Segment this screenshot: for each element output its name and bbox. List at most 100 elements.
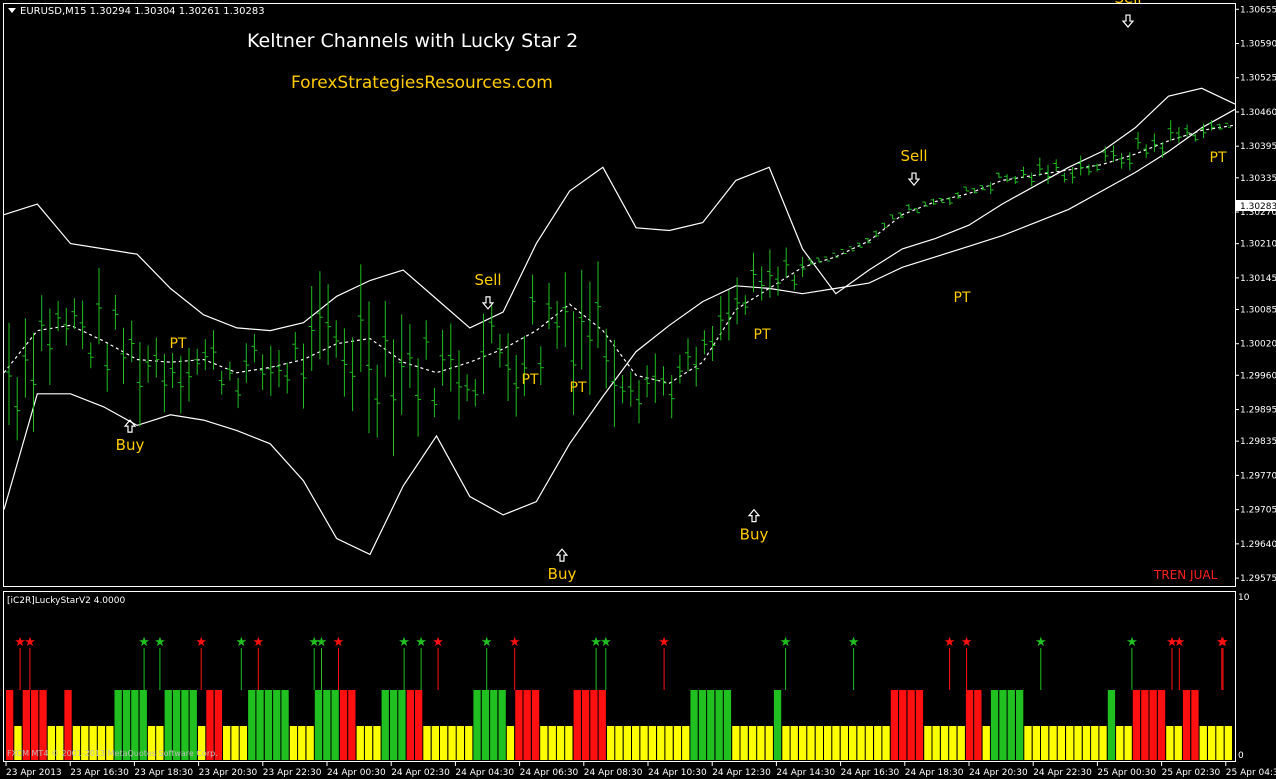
histogram-bar	[348, 690, 356, 760]
price-panel[interactable]	[3, 3, 1236, 587]
band-line-middle	[3, 124, 1236, 384]
profit-target-label: PT	[570, 380, 587, 396]
symbol-quote-line: EURUSD,M15 1.30294 1.30304 1.30261 1.302…	[20, 6, 265, 17]
histogram-bar	[264, 690, 273, 760]
chart-title: Keltner Channels with Lucky Star 2	[247, 30, 578, 52]
histogram-bar	[189, 690, 197, 760]
histogram-bar	[924, 726, 932, 760]
price-tick-label: 1.29770	[1240, 471, 1276, 481]
histogram-bar	[398, 690, 406, 760]
histogram-bar	[139, 690, 147, 760]
histogram-bar	[81, 726, 89, 760]
histogram-bar	[932, 726, 940, 760]
time-tick-label: 25 Apr 04:30	[1226, 768, 1276, 778]
sell-signal: Sell	[474, 271, 502, 310]
histogram-bar	[565, 726, 573, 760]
price-tick-label: 1.30020	[1240, 340, 1276, 350]
histogram-bar	[498, 690, 506, 760]
histogram-bar	[615, 726, 623, 760]
histogram-bar	[690, 690, 698, 760]
price-tick-label: 1.30525	[1240, 74, 1276, 84]
histogram-bar	[949, 726, 957, 760]
profit-target-label: PT	[170, 336, 187, 352]
signal-label: Buy	[116, 436, 145, 454]
histogram-bar	[1074, 726, 1082, 760]
histogram-bar	[406, 690, 414, 760]
histogram-bar	[548, 726, 556, 760]
histogram-bar	[1041, 726, 1049, 760]
time-tick-label: 24 Apr 02:30	[391, 768, 450, 778]
time-tick-label: 24 Apr 10:30	[648, 768, 707, 778]
histogram-bar	[590, 690, 598, 760]
time-tick-label: 24 Apr 06:30	[520, 768, 579, 778]
histogram-bar	[1199, 726, 1207, 760]
histogram-bar	[364, 726, 373, 760]
star-icon: ★	[600, 635, 612, 650]
histogram-bar	[1149, 690, 1157, 760]
histogram-bar	[874, 726, 882, 760]
indicator-panel[interactable]	[3, 591, 1236, 762]
histogram-bar	[907, 690, 915, 760]
time-tick-label: 23 Apr 18:30	[134, 768, 193, 778]
histogram-bar	[623, 726, 631, 760]
star-icon: ★	[308, 635, 320, 650]
histogram-bar	[1208, 726, 1216, 760]
histogram-bar	[640, 726, 648, 760]
histogram-bar	[807, 726, 815, 760]
histogram-bar	[440, 726, 448, 760]
histogram-bar	[531, 690, 540, 760]
histogram-bar	[1091, 726, 1099, 760]
time-tick-label: 24 Apr 00:30	[327, 768, 386, 778]
histogram-bar	[1007, 690, 1015, 760]
price-tick-label: 1.30590	[1240, 40, 1276, 50]
signal-label: Sell	[1114, 0, 1141, 7]
signal-label: Buy	[740, 526, 769, 544]
histogram-bar	[223, 726, 231, 760]
signals-layer: Buy Sell Buy Buy Sell Sell PT PT PT PT PT PT	[116, 0, 1227, 583]
histogram-bar	[415, 690, 423, 760]
band-line-lower	[3, 108, 1236, 556]
current-price-box	[1236, 200, 1276, 211]
indicator-label: [iC2R]LuckyStarV2 4.0000	[7, 596, 125, 606]
price-tick-label: 1.29575	[1240, 574, 1276, 584]
time-tick-label: 24 Apr 20:30	[969, 768, 1028, 778]
histogram-bar	[1157, 690, 1166, 760]
histogram-bar	[657, 726, 665, 760]
histogram-bar	[648, 726, 656, 760]
star-icon: ★	[1173, 635, 1185, 650]
histogram-bar	[765, 726, 773, 760]
time-tick-label: 24 Apr 12:30	[712, 768, 771, 778]
time-tick-label: 24 Apr 16:30	[841, 768, 900, 778]
price-tick-label: 1.29705	[1240, 506, 1276, 516]
histogram-bar	[6, 690, 14, 760]
histogram-bar	[64, 690, 72, 760]
histogram-bar	[1049, 726, 1057, 760]
trend-label: TREN JUAL	[1153, 568, 1218, 582]
histogram-bar	[940, 726, 949, 760]
star-icon: ★	[252, 635, 264, 650]
chart-menu-triangle-icon[interactable]	[8, 8, 16, 13]
histogram-bar	[715, 690, 723, 760]
histogram-bar	[1191, 690, 1199, 760]
histogram-bar	[206, 690, 214, 760]
histogram-bar	[323, 690, 331, 760]
histogram-bar	[632, 726, 640, 760]
histogram-bar	[198, 726, 206, 760]
time-axis: 23 Apr 2013 23 Apr 16:30 23 Apr 18:30 23 Ap…	[5, 762, 1276, 778]
star-icon: ★	[432, 635, 444, 650]
time-tick-label: 24 Apr 18:30	[905, 768, 964, 778]
star-icon: ★	[154, 635, 166, 650]
star-icon: ★	[961, 635, 973, 650]
signal-label: Buy	[548, 565, 577, 583]
histogram-bar	[957, 726, 965, 760]
histogram-bar	[965, 690, 974, 760]
histogram-bar	[1016, 690, 1024, 760]
star-icon: ★	[944, 635, 956, 650]
histogram-bar	[214, 690, 222, 760]
histogram-bar	[1124, 726, 1132, 760]
star-icon: ★	[235, 635, 247, 650]
star-icon: ★	[333, 635, 345, 650]
star-icon: ★	[590, 635, 602, 650]
histogram-bar	[1107, 690, 1116, 760]
histogram-bar	[1132, 690, 1141, 760]
